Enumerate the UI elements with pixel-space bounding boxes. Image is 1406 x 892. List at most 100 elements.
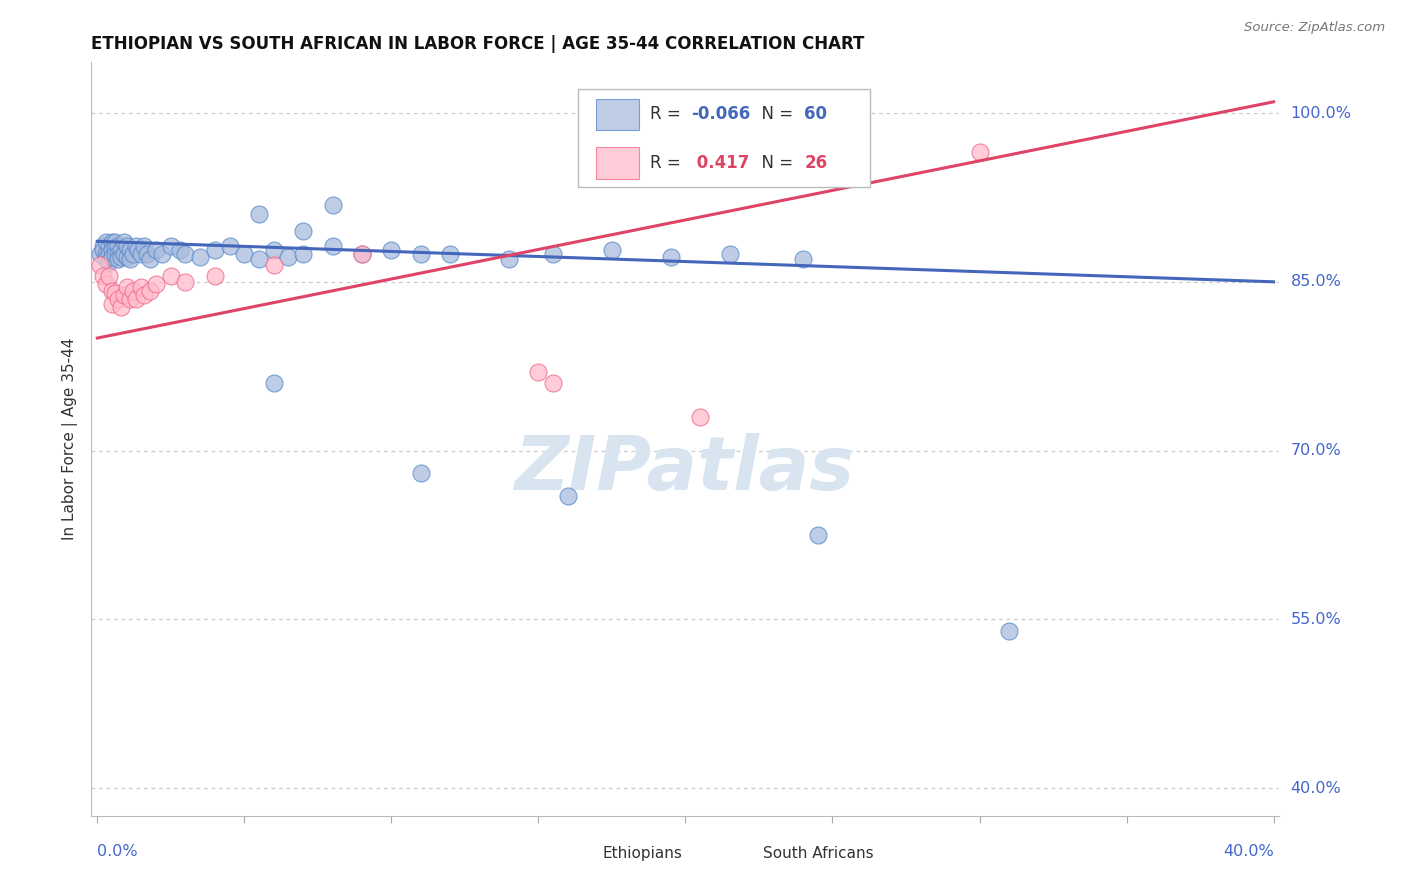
Point [159, 269, 181, 284]
Point [118, 244, 141, 258]
Text: R =: R = [650, 153, 686, 171]
Point [969, 145, 991, 160]
Point [98, 269, 121, 284]
Point [159, 239, 181, 253]
Text: 40.0%: 40.0% [1291, 780, 1341, 796]
Point [124, 292, 146, 306]
Point [101, 235, 124, 250]
Point [174, 246, 197, 260]
Point [110, 250, 132, 264]
Point [263, 244, 285, 258]
Point [247, 207, 270, 221]
Point [292, 224, 315, 238]
Point [101, 284, 124, 298]
Point [112, 288, 135, 302]
Point [94, 252, 117, 267]
Point [107, 252, 129, 267]
Point [322, 198, 344, 212]
Text: 26: 26 [804, 153, 827, 171]
Point [124, 239, 146, 253]
Point [792, 252, 814, 267]
Point [292, 246, 315, 260]
Point [169, 244, 191, 258]
FancyBboxPatch shape [561, 845, 593, 863]
Point [247, 252, 270, 267]
Point [115, 280, 138, 294]
Point [263, 258, 285, 272]
Text: ZIPatlas: ZIPatlas [516, 433, 855, 506]
Point [998, 624, 1021, 638]
Point [277, 250, 299, 264]
Point [115, 250, 138, 264]
Text: 0.0%: 0.0% [97, 844, 138, 859]
Point [115, 239, 138, 253]
Point [121, 246, 143, 260]
Point [94, 235, 117, 250]
Point [98, 239, 121, 253]
Point [104, 241, 127, 255]
Point [807, 528, 830, 542]
Point [498, 252, 520, 267]
Point [98, 254, 121, 268]
Point [118, 252, 141, 267]
Point [145, 277, 167, 291]
Point [107, 239, 129, 253]
Point [134, 288, 156, 302]
Point [91, 239, 114, 253]
Point [350, 246, 373, 260]
Text: 85.0%: 85.0% [1291, 275, 1341, 289]
Point [131, 246, 153, 260]
FancyBboxPatch shape [578, 89, 869, 186]
Point [218, 239, 240, 253]
Point [350, 246, 373, 260]
Point [89, 246, 111, 260]
Point [139, 284, 162, 298]
Point [136, 246, 159, 260]
Point [409, 246, 432, 260]
Point [541, 246, 564, 260]
Text: South Africans: South Africans [762, 847, 873, 862]
Point [718, 246, 741, 260]
Point [204, 244, 226, 258]
Point [409, 466, 432, 480]
Point [322, 239, 344, 253]
Point [110, 300, 132, 314]
Point [600, 244, 623, 258]
Text: 60: 60 [804, 105, 827, 123]
Text: N =: N = [751, 105, 799, 123]
Point [139, 252, 162, 267]
Text: 40.0%: 40.0% [1223, 844, 1274, 859]
Point [101, 297, 124, 311]
Point [101, 250, 124, 264]
Text: Ethiopians: Ethiopians [602, 847, 682, 862]
Point [131, 280, 153, 294]
Point [104, 235, 127, 250]
Point [91, 244, 114, 258]
Point [557, 489, 579, 503]
Text: 70.0%: 70.0% [1291, 443, 1341, 458]
Y-axis label: In Labor Force | Age 35-44: In Labor Force | Age 35-44 [62, 338, 77, 541]
Point [127, 244, 149, 258]
Text: 100.0%: 100.0% [1291, 105, 1351, 120]
Point [150, 246, 173, 260]
Text: 55.0%: 55.0% [1291, 612, 1341, 627]
Point [541, 376, 564, 390]
Point [145, 244, 167, 258]
Point [204, 269, 226, 284]
Point [689, 409, 711, 424]
Point [107, 292, 129, 306]
Point [174, 275, 197, 289]
Text: N =: N = [751, 153, 799, 171]
Point [659, 250, 682, 264]
Point [89, 258, 111, 272]
Point [91, 269, 114, 284]
Text: Source: ZipAtlas.com: Source: ZipAtlas.com [1244, 21, 1385, 34]
Point [94, 246, 117, 260]
Point [439, 246, 461, 260]
Text: 0.417: 0.417 [692, 153, 749, 171]
Point [118, 292, 141, 306]
Point [94, 277, 117, 291]
Point [134, 239, 156, 253]
Point [107, 246, 129, 260]
Text: ETHIOPIAN VS SOUTH AFRICAN IN LABOR FORCE | AGE 35-44 CORRELATION CHART: ETHIOPIAN VS SOUTH AFRICAN IN LABOR FORC… [91, 35, 865, 53]
